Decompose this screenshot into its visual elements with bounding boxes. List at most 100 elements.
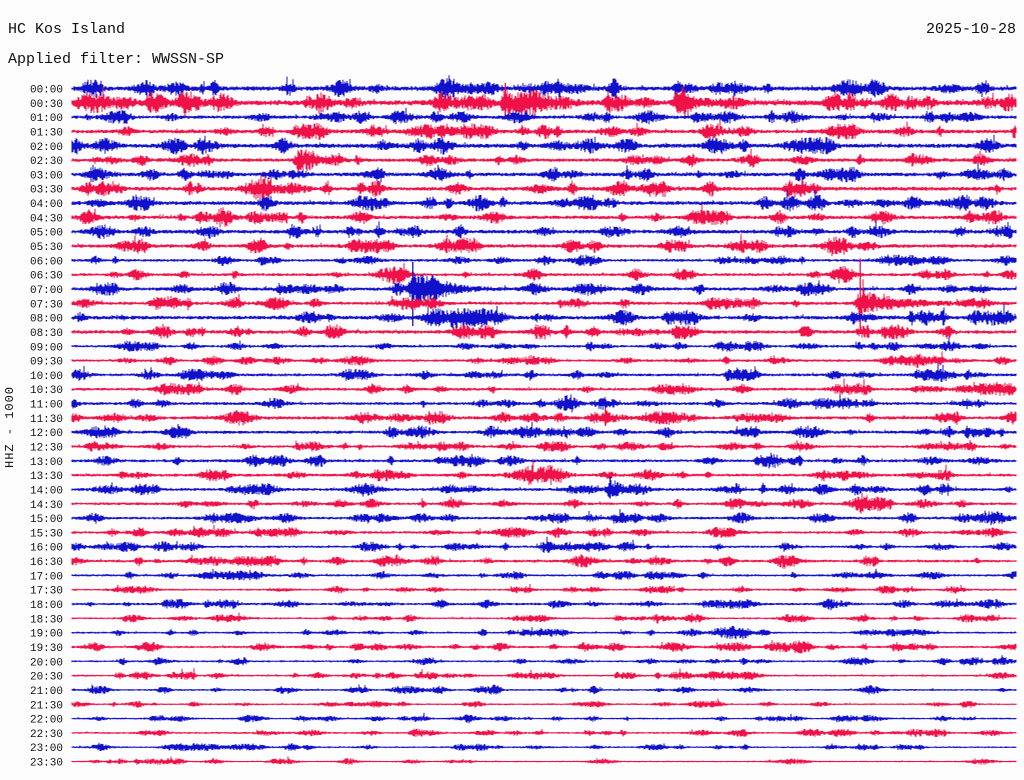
row-time-label: 17:00	[30, 571, 63, 583]
trace-row	[71, 324, 1017, 340]
trace-row	[71, 728, 1017, 737]
trace-row	[71, 134, 1017, 155]
trace-row	[71, 378, 1017, 396]
trace-row	[71, 120, 1017, 140]
trace-row	[71, 274, 1017, 306]
row-time-label: 02:30	[30, 156, 63, 168]
row-time-label: 06:00	[30, 256, 63, 268]
row-time-label: 22:00	[30, 715, 63, 727]
trace-row	[71, 625, 1017, 640]
trace-row	[71, 279, 1017, 317]
trace-row	[71, 712, 1017, 724]
row-time-label: 10:00	[30, 371, 63, 383]
row-time-label: 23:30	[30, 758, 63, 770]
trace-row	[71, 75, 1017, 100]
row-time-label: 00:00	[30, 85, 63, 97]
row-time-label: 22:30	[30, 729, 63, 741]
row-time-label: 21:30	[30, 700, 63, 712]
row-time-label: 07:00	[30, 285, 63, 297]
row-time-label: 21:00	[30, 686, 63, 698]
trace-row	[71, 668, 1017, 681]
row-time-label: 02:00	[30, 142, 63, 154]
row-time-label: 03:00	[30, 170, 63, 182]
row-time-label: 08:00	[30, 314, 63, 326]
trace-row	[71, 452, 1017, 469]
trace-row	[71, 536, 1017, 553]
row-time-label: 14:00	[30, 486, 63, 498]
trace-row	[71, 422, 1017, 439]
row-time-label: 19:00	[30, 629, 63, 641]
trace-row	[71, 493, 1017, 514]
row-time-label: 05:30	[30, 242, 63, 254]
row-time-label: 15:30	[30, 528, 63, 540]
station-title: HC Kos Island	[8, 21, 126, 38]
row-time-label: 13:30	[30, 471, 63, 483]
trace-row	[71, 234, 1017, 257]
row-time-label: 01:30	[30, 128, 63, 140]
trace-row	[71, 440, 1017, 452]
trace-row	[71, 148, 1017, 173]
trace-row	[71, 525, 1017, 538]
row-time-label: 11:30	[30, 414, 63, 426]
trace-row	[71, 394, 1017, 413]
trace-row	[71, 598, 1017, 611]
row-time-label: 18:00	[30, 600, 63, 612]
trace-row	[71, 684, 1017, 695]
row-time-label: 04:00	[30, 199, 63, 211]
row-time-label: 20:30	[30, 672, 63, 684]
trace-row	[71, 584, 1017, 594]
trace-row	[71, 86, 1017, 118]
row-time-label: 16:00	[30, 543, 63, 555]
row-time-label: 06:30	[30, 271, 63, 283]
row-time-label: 15:00	[30, 514, 63, 526]
trace-row	[71, 107, 1017, 125]
trace-row	[71, 458, 1017, 486]
trace-row	[71, 640, 1017, 654]
trace-row	[71, 254, 1017, 267]
row-time-label: 20:00	[30, 657, 63, 669]
row-time-label: 09:30	[30, 357, 63, 369]
row-time-label: 04:30	[30, 213, 63, 225]
row-time-label: 14:30	[30, 500, 63, 512]
row-time-label: 19:30	[30, 643, 63, 655]
row-time-label: 23:00	[30, 743, 63, 755]
row-time-label: 16:30	[30, 557, 63, 569]
trace-row	[71, 612, 1017, 624]
row-time-label: 12:30	[30, 443, 63, 455]
trace-row	[71, 554, 1017, 569]
trace-row	[71, 756, 1017, 765]
row-time-label: 17:30	[30, 586, 63, 598]
row-time-label: 13:00	[30, 457, 63, 469]
trace-row	[71, 742, 1017, 752]
trace-row	[71, 336, 1017, 352]
trace-row	[71, 410, 1017, 426]
trace-row	[71, 263, 1017, 285]
trace-row	[71, 163, 1017, 183]
trace-row	[71, 221, 1017, 239]
trace-row	[71, 568, 1017, 581]
trace-row	[71, 655, 1017, 666]
row-time-label: 01:00	[30, 113, 63, 125]
row-time-label: 09:00	[30, 342, 63, 354]
trace-row	[71, 189, 1017, 212]
record-date: 2025-10-28	[925, 21, 1016, 38]
row-time-label: 03:30	[30, 185, 63, 197]
trace-row	[71, 351, 1017, 368]
filter-line: Applied filter: WWSSN-SP	[8, 51, 225, 68]
trace-row	[71, 698, 1017, 708]
trace-row	[71, 204, 1017, 228]
row-time-label: 00:30	[30, 99, 63, 111]
trace-row	[71, 480, 1017, 498]
row-time-label: 08:30	[30, 328, 63, 340]
row-time-label: 11:00	[30, 400, 63, 412]
trace-row	[71, 363, 1017, 382]
trace-row	[71, 304, 1017, 329]
row-time-label: 18:30	[30, 614, 63, 626]
row-time-label: 05:00	[30, 228, 63, 240]
trace-row	[71, 174, 1017, 203]
row-time-label: 10:30	[30, 385, 63, 397]
row-time-label: 07:30	[30, 299, 63, 311]
row-time-label: 12:00	[30, 428, 63, 440]
